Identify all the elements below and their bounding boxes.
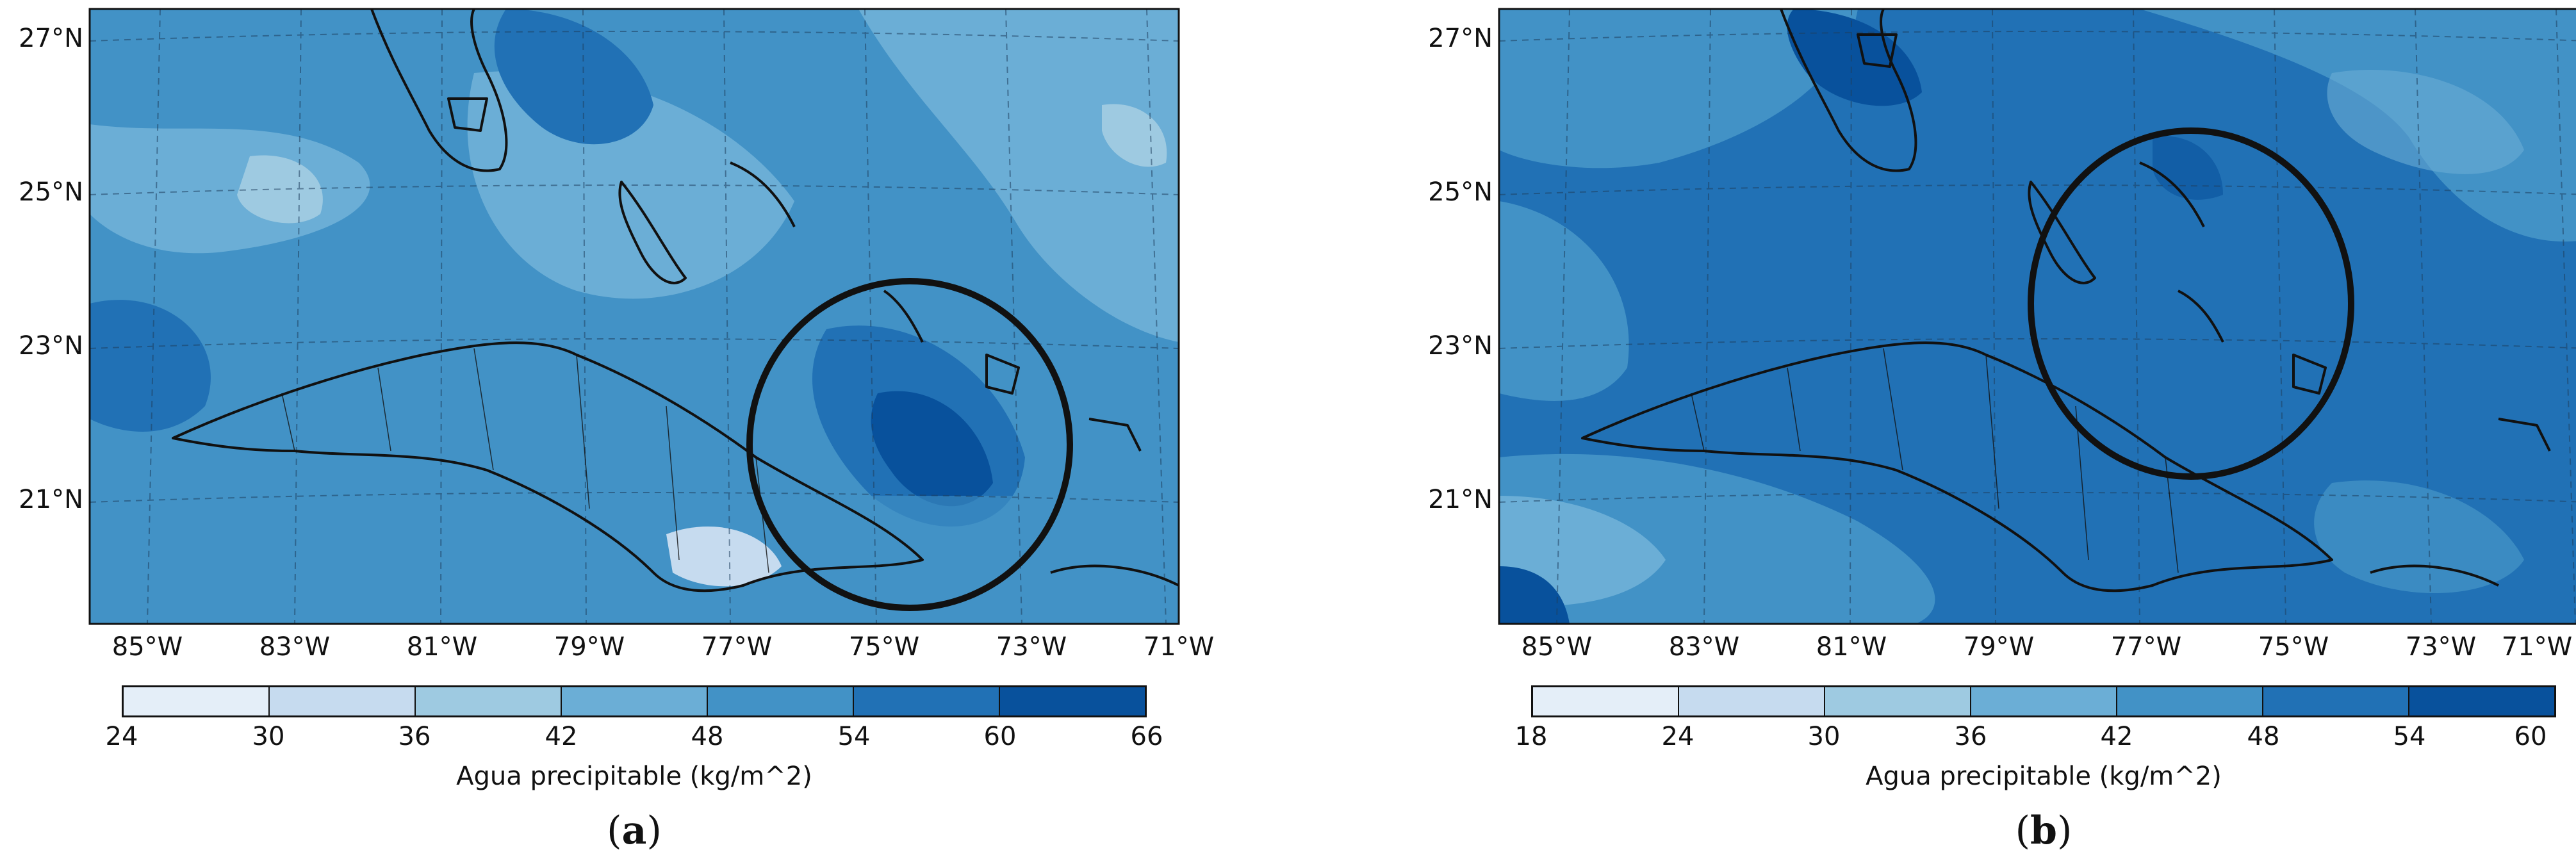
coastlines (1581, 9, 2551, 592)
colorbar-tick: 60 (2514, 722, 2547, 751)
field-contour (1499, 9, 1858, 168)
lon-label: 81°W (406, 632, 478, 662)
field-contour (1787, 9, 1922, 106)
colorbar-tick: 30 (1807, 722, 1841, 751)
map-frame (1498, 8, 2576, 625)
colorbar-label: Agua precipitable (kg/m^2) (456, 762, 812, 791)
colorbar-swatch (1971, 687, 2117, 715)
lat-label: 23°N (1428, 331, 1493, 361)
colorbar-tick: 66 (1130, 722, 1163, 751)
cuba-coastline (172, 341, 924, 592)
field-contour (2140, 9, 2576, 242)
colorbar-swatch (1679, 687, 1825, 715)
colorbar (1531, 685, 2556, 717)
colorbar-tick: 48 (691, 722, 724, 751)
colorbar-tick: 48 (2247, 722, 2280, 751)
field-contour (90, 496, 1179, 624)
colorbar-tick: 30 (252, 722, 285, 751)
lon-label: 83°W (1668, 632, 1740, 662)
colorbar-swatch (124, 687, 270, 715)
colorbar-tick: 42 (545, 722, 578, 751)
field-contour (666, 527, 782, 587)
lon-label: 73°W (2405, 632, 2477, 662)
colorbar-swatch (1000, 687, 1145, 715)
colorbar-tick: 36 (398, 722, 431, 751)
lon-label: 85°W (111, 632, 183, 662)
lon-label: 71°W (1143, 632, 1215, 662)
caption-letter: b (2030, 808, 2057, 853)
andros-island (618, 181, 687, 284)
lon-label: 77°W (2110, 632, 2182, 662)
colorbar-tick: 36 (1954, 722, 1987, 751)
colorbar-tick: 54 (2393, 722, 2426, 751)
lon-label: 71°W (2501, 632, 2573, 662)
field-contour (2314, 480, 2524, 594)
colorbar-tick: 60 (983, 722, 1017, 751)
panel-caption: (a) (607, 808, 662, 853)
lat-label: 27°N (1428, 24, 1493, 53)
cuba-coastline (1581, 341, 2333, 592)
colorbar-swatch (2117, 687, 2263, 715)
lat-label: 25°N (19, 177, 83, 207)
lon-label: 85°W (1521, 632, 1593, 662)
caption-letter: a (621, 808, 647, 853)
panel-b: 27°N 25°N 23°N 21°N 85°W 83°W 81°W 79°W … (1409, 0, 2576, 866)
map-frame (88, 8, 1180, 625)
lon-label: 79°W (1963, 632, 2035, 662)
field-contour (2327, 70, 2524, 174)
colorbar-swatch (854, 687, 1000, 715)
lat-label: 25°N (1428, 177, 1493, 207)
colorbar-swatch (1825, 687, 1971, 715)
coastlines (172, 9, 1179, 592)
colorbar (122, 685, 1147, 717)
colorbar-tick: 24 (105, 722, 138, 751)
field-contour (871, 391, 993, 507)
colorbar-swatch (270, 687, 416, 715)
colorbar-label: Agua precipitable (kg/m^2) (1866, 762, 2222, 791)
colorbar-swatch (416, 687, 562, 715)
lat-label: 27°N (19, 24, 83, 53)
field-contour (90, 300, 211, 432)
lon-label: 75°W (848, 632, 920, 662)
lon-label: 77°W (701, 632, 773, 662)
colorbar-tick: 18 (1514, 722, 1548, 751)
florida-coastline (370, 9, 508, 172)
lon-label: 83°W (259, 632, 331, 662)
lon-label: 73°W (996, 632, 1067, 662)
colorbar-swatch (708, 687, 854, 715)
lat-label: 23°N (19, 331, 83, 361)
colorbar-swatch (2409, 687, 2554, 715)
panel-caption: (b) (2015, 808, 2072, 853)
lat-label: 21°N (19, 485, 83, 514)
lon-label: 75°W (2258, 632, 2329, 662)
colorbar-swatch (2263, 687, 2409, 715)
colorbar-tick: 24 (1661, 722, 1694, 751)
panel-a: 27°N 25°N 23°N 21°N 85°W 83°W 81°W 79°W … (19, 8, 1215, 853)
lon-label: 81°W (1816, 632, 1887, 662)
graticule (1499, 9, 2576, 624)
precipitable-water-map-a (88, 8, 1180, 625)
field-contour (1499, 566, 1570, 624)
highlight-circle (746, 278, 1073, 611)
lat-label: 21°N (1428, 485, 1493, 514)
colorbar-swatch (562, 687, 708, 715)
florida-coastline (1780, 9, 1917, 172)
precipitable-water-map-b (1498, 8, 2576, 625)
colorbar-tick: 54 (837, 722, 871, 751)
field-contour (2153, 136, 2223, 200)
highlight-circle (2028, 127, 2354, 480)
field-contour (494, 9, 653, 145)
andros-island (2028, 181, 2096, 284)
colorbar-tick: 42 (2100, 722, 2133, 751)
field-contour (858, 9, 1179, 342)
colorbar-swatch (1533, 687, 1679, 715)
lon-label: 79°W (554, 632, 625, 662)
